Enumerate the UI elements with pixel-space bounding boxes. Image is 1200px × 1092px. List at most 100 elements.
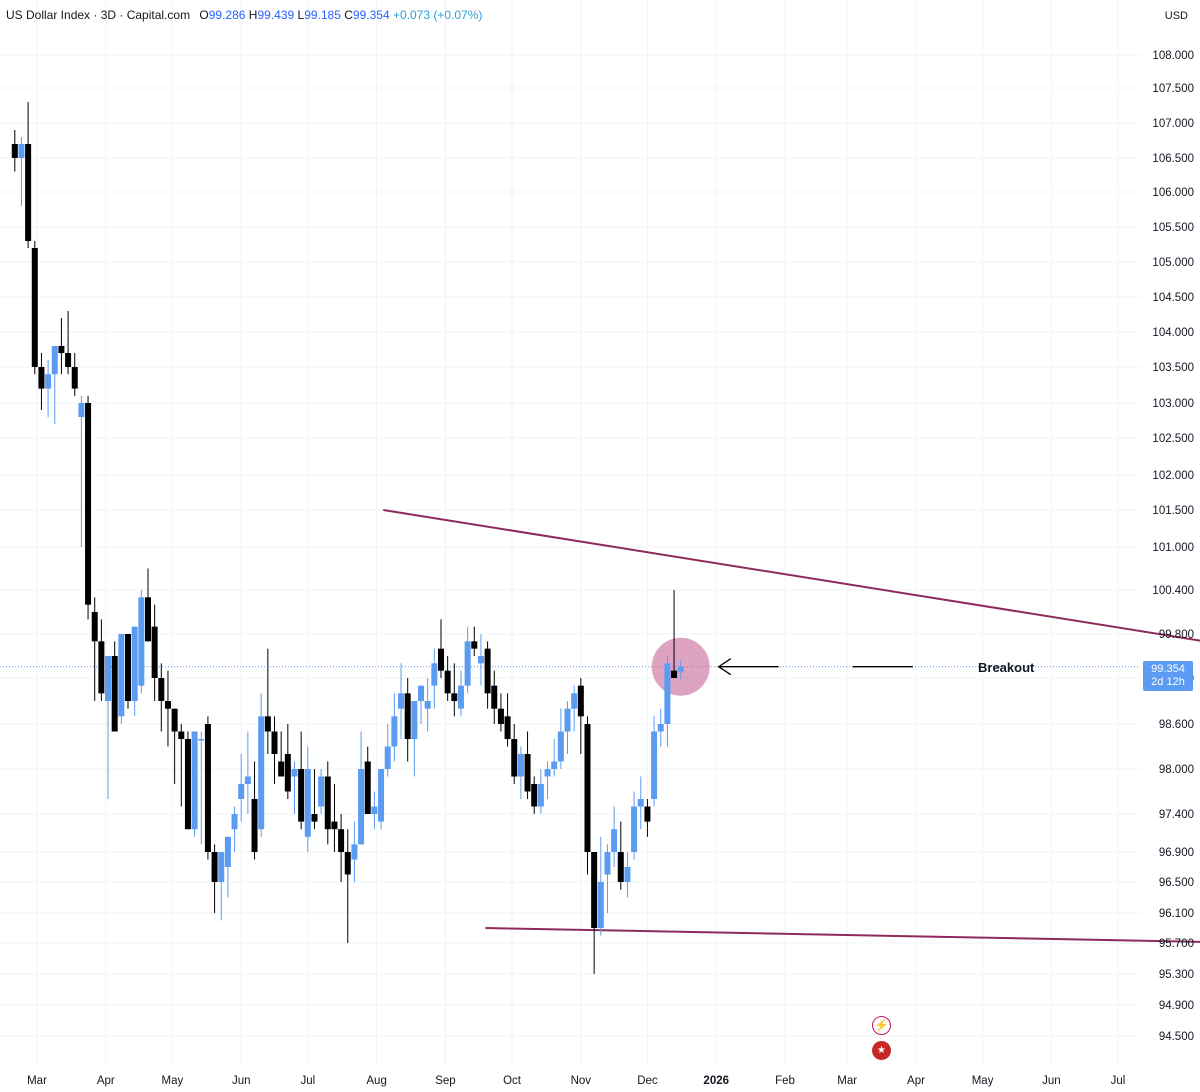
candle-body	[584, 724, 591, 852]
candle-body	[657, 724, 664, 732]
x-tick-label: Jul	[300, 1075, 315, 1087]
candle-body	[184, 739, 191, 830]
time-axis: Mar Apr May Jun Jul Aug Sep Oct Nov Dec 2026 Feb Mar…	[27, 1075, 1125, 1087]
candle-body	[484, 648, 491, 694]
x-tick-label: 2026	[703, 1075, 729, 1087]
candle-body	[25, 144, 32, 241]
candle-body	[85, 403, 92, 605]
low-value: 99.185	[304, 8, 341, 22]
lightning-icon[interactable]: ⚡	[872, 1016, 891, 1035]
candle-body	[231, 814, 238, 830]
y-tick-label: 96.500	[1159, 877, 1194, 889]
candle-body	[98, 641, 105, 694]
x-tick-label: Nov	[571, 1075, 592, 1087]
candle-body	[477, 656, 484, 664]
candle-body	[517, 754, 524, 777]
candle-body	[351, 844, 358, 860]
candle-body	[71, 367, 78, 389]
change-value: +0.073 (+0.07%)	[392, 8, 483, 22]
x-tick-label: Mar	[27, 1075, 47, 1087]
y-tick-label: 103.500	[1152, 362, 1194, 374]
candle-body	[651, 731, 658, 799]
candle-body	[664, 663, 671, 724]
x-tick-label: Mar	[837, 1075, 857, 1087]
symbol-title[interactable]: US Dollar Index · 3D · Capital.com	[6, 8, 191, 22]
candle-body	[411, 701, 418, 739]
candle-body	[577, 685, 584, 717]
candle-body	[497, 708, 504, 724]
candle-body	[524, 754, 531, 792]
candle-body	[58, 346, 65, 353]
last-price-value: 99.354	[1151, 663, 1185, 675]
candle-body	[138, 597, 145, 686]
trendline-upper	[383, 509, 1200, 642]
candle-body	[91, 612, 98, 642]
candle-body	[644, 806, 651, 822]
price-axis: 108.000 107.500 107.000 106.500 106.000 105.5…	[1152, 50, 1194, 1043]
y-tick-label: 95.700	[1159, 938, 1194, 950]
candle-body	[384, 746, 391, 769]
x-tick-label: Apr	[97, 1075, 115, 1087]
candle-body	[571, 693, 578, 709]
y-tick-label: 98.000	[1159, 764, 1194, 776]
candle-body	[11, 144, 18, 158]
us-flag-icon[interactable]: ★	[872, 1041, 891, 1060]
candle-body	[531, 784, 538, 807]
candle-body	[31, 248, 38, 367]
last-price-tag: 99.354 2d 12h	[1143, 661, 1193, 691]
candle-body	[611, 829, 618, 852]
candle-body	[111, 656, 118, 732]
candle-body	[431, 663, 438, 686]
y-tick-label: 95.300	[1159, 969, 1194, 981]
candle-body	[178, 731, 185, 739]
y-tick-label: 108.000	[1152, 50, 1194, 62]
close-label: C	[344, 8, 353, 22]
candle-body	[338, 829, 345, 852]
candle-body	[198, 739, 205, 741]
candle-body	[391, 716, 398, 747]
bar-countdown: 2d 12h	[1151, 676, 1185, 688]
candle-body	[38, 367, 45, 389]
y-tick-label: 98.600	[1159, 719, 1194, 731]
candle-body	[511, 739, 518, 777]
candle-body	[264, 716, 271, 732]
y-tick-label: 104.000	[1152, 327, 1194, 339]
candle-body	[238, 784, 245, 799]
candle-body	[437, 648, 444, 671]
candle-body	[151, 626, 158, 678]
y-tick-label: 101.500	[1152, 505, 1194, 517]
x-tick-label: Jun	[232, 1075, 251, 1087]
y-tick-label: 105.500	[1152, 222, 1194, 234]
y-tick-label: 101.000	[1152, 542, 1194, 554]
candle-body	[118, 634, 125, 717]
candle-body	[204, 724, 211, 852]
x-tick-label: Dec	[637, 1075, 658, 1087]
candle-body	[544, 769, 551, 777]
candle-body	[171, 708, 178, 732]
candle-body	[318, 776, 325, 807]
candle-body	[158, 678, 165, 701]
candle-body	[378, 769, 385, 822]
trendline-lower	[485, 927, 1200, 943]
candle-body	[358, 769, 365, 845]
chart-grid	[0, 0, 1140, 1066]
candle-body	[298, 769, 305, 822]
candle-body	[164, 701, 171, 709]
candle-body	[18, 144, 25, 158]
candle-body	[471, 641, 478, 649]
x-tick-label: Aug	[366, 1075, 386, 1087]
candle-body	[631, 806, 638, 852]
y-tick-label: 99.800	[1159, 629, 1194, 641]
currency-label[interactable]: USD	[1164, 10, 1188, 22]
y-tick-label: 96.100	[1159, 908, 1194, 920]
candle-body	[504, 716, 511, 739]
candles	[11, 102, 684, 974]
candle-body	[304, 769, 311, 837]
candle-body	[78, 403, 85, 417]
x-tick-label: Sep	[435, 1075, 455, 1087]
y-tick-label: 97.400	[1159, 809, 1194, 821]
low-label: L	[297, 8, 305, 22]
candle-body	[604, 852, 611, 875]
candle-body	[311, 814, 318, 822]
